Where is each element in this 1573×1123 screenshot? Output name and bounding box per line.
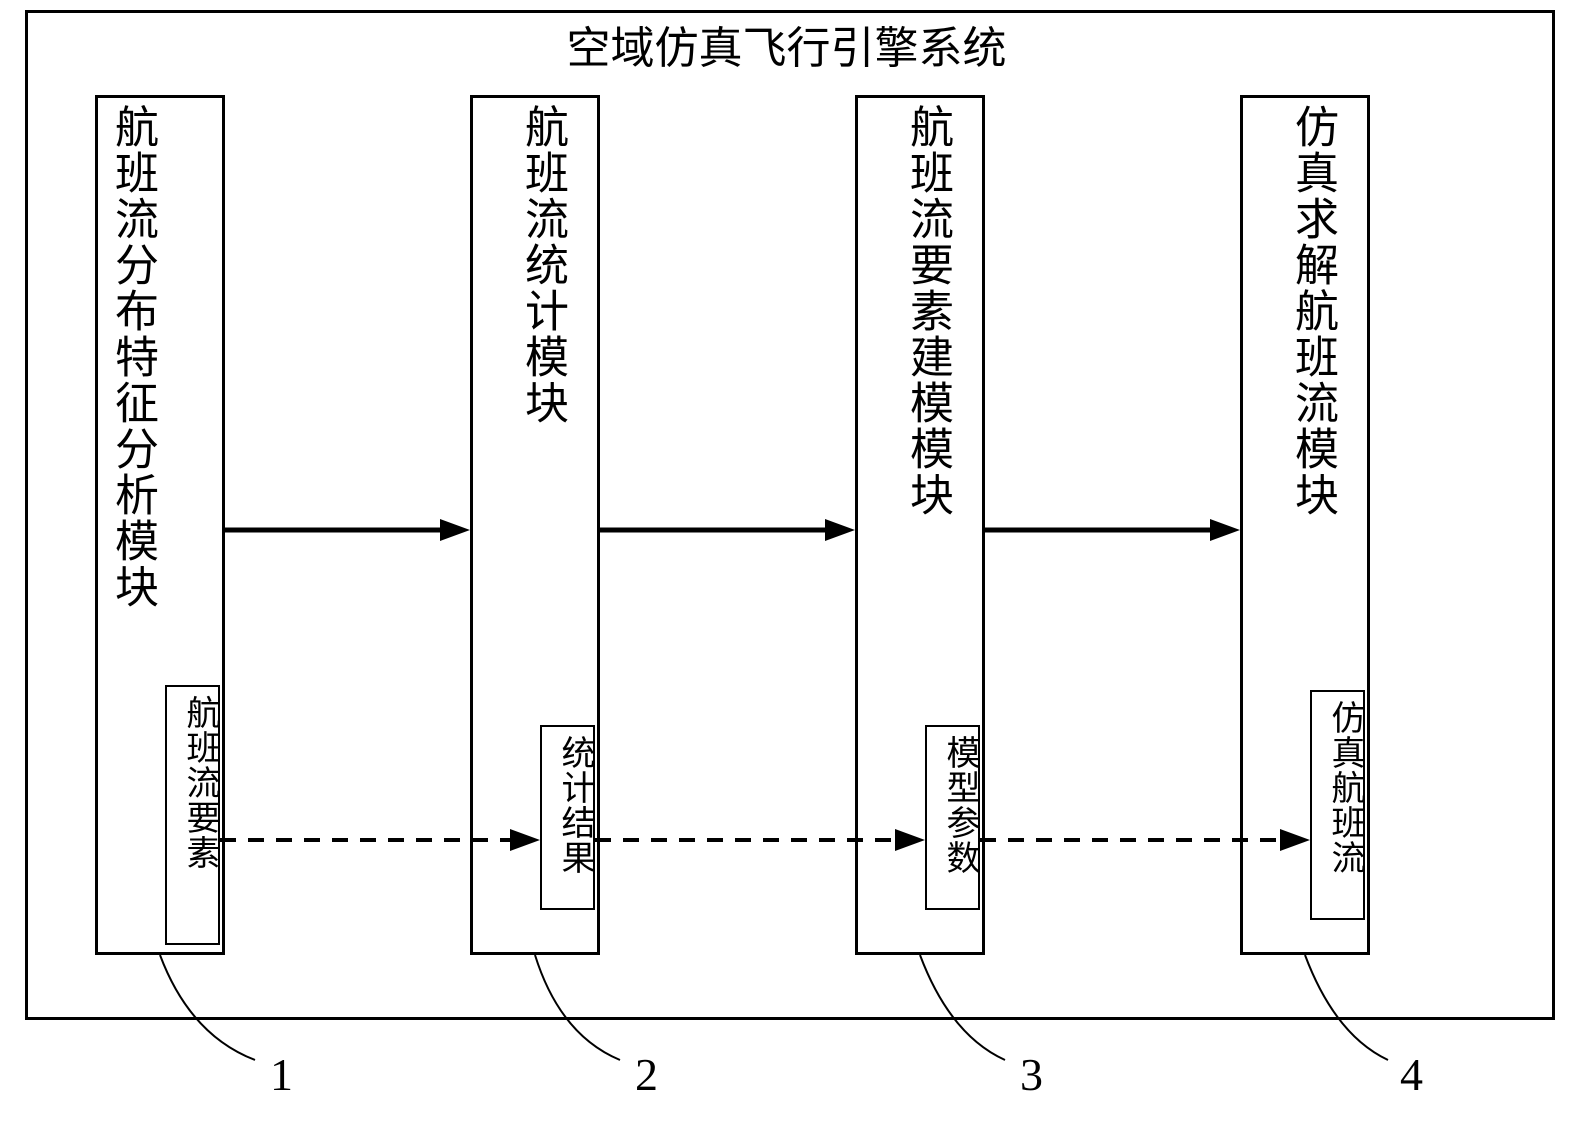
output-label-3: 模型参数 (935, 735, 984, 875)
module-label-4: 仿真求解航班流模块 (1280, 104, 1344, 518)
module-number-1: 1 (270, 1048, 293, 1101)
module-label-2: 航班流统计模块 (510, 104, 574, 426)
output-label-4: 仿真航班流 (1320, 700, 1369, 875)
module-number-3: 3 (1020, 1048, 1043, 1101)
output-label-2: 统计结果 (550, 735, 599, 875)
system-title: 空域仿真飞行引擎系统 (0, 12, 1573, 76)
module-label-1: 航班流分布特征分析模块 (100, 104, 164, 610)
module-number-4: 4 (1400, 1048, 1423, 1101)
output-label-1: 航班流要素 (175, 695, 224, 870)
module-label-3: 航班流要素建模模块 (895, 104, 959, 518)
module-number-2: 2 (635, 1048, 658, 1101)
